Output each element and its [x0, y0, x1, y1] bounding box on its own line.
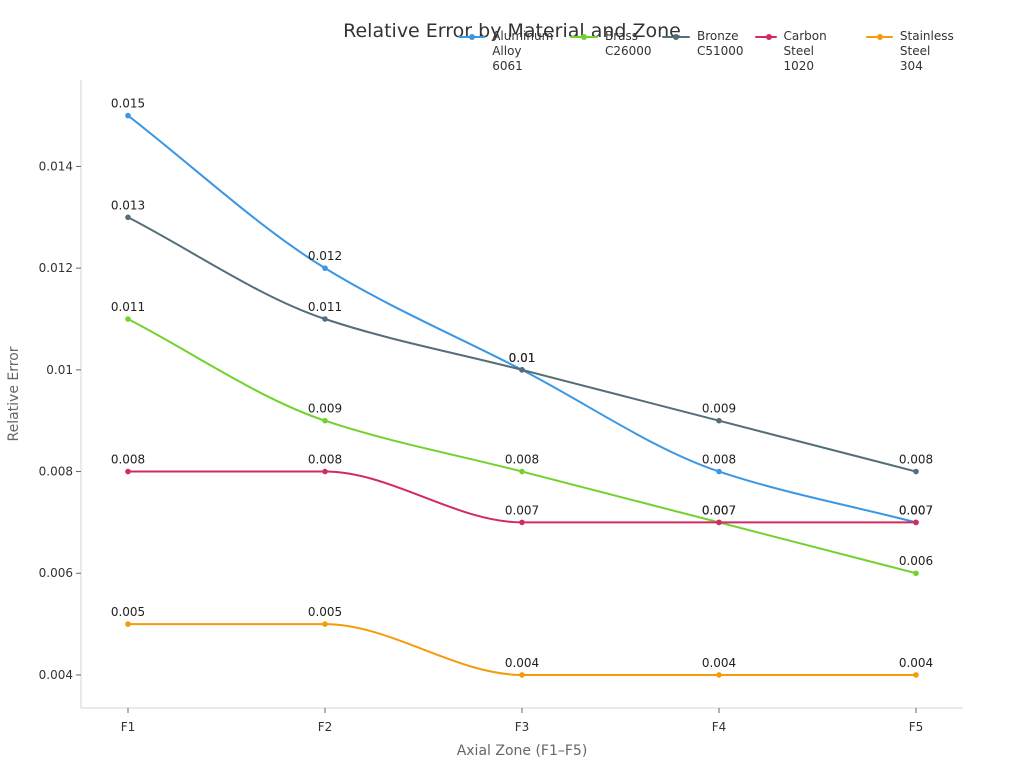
legend-item-bronze-c51000[interactable]: Bronze C51000	[662, 29, 744, 59]
data-point-stainless-steel-304	[716, 672, 722, 678]
series-line-bronze-c51000	[127, 216, 917, 473]
data-label-bronze-c51000: 0.011	[308, 300, 342, 314]
data-label-carbon-steel-1020: 0.007	[899, 503, 933, 517]
y-tick-label: 0.004	[39, 668, 73, 682]
legend-item-brass-c26000[interactable]: Brass C26000	[570, 29, 652, 59]
data-point-carbon-steel-1020	[913, 519, 919, 526]
legend-swatch	[662, 29, 690, 45]
data-label-carbon-steel-1020: 0.008	[308, 453, 342, 467]
data-label-stainless-steel-304: 0.004	[899, 656, 933, 670]
data-point-brass-c26000	[322, 417, 328, 424]
data-label-stainless-steel-304: 0.004	[505, 656, 539, 670]
data-point-carbon-steel-1020	[519, 519, 525, 526]
x-tick-label: F2	[318, 720, 333, 734]
data-point-bronze-c51000	[519, 367, 525, 373]
y-tick-label: 0.01	[46, 363, 73, 377]
data-label-aluminum-alloy-6061: 0.007	[899, 503, 933, 517]
data-label-stainless-steel-304: 0.004	[702, 656, 736, 670]
legend-swatch	[570, 29, 598, 45]
y-tick-label: 0.014	[39, 159, 73, 173]
legend-label: Stainless Steel 304	[899, 29, 954, 73]
data-label-stainless-steel-304: 0.005	[111, 605, 145, 619]
data-label-stainless-steel-304: 0.005	[308, 605, 342, 619]
data-label-brass-c26000: 0.007	[702, 503, 736, 517]
x-tick-label: F1	[121, 720, 136, 734]
legend-label: Aluminum Alloy 6061	[492, 29, 554, 73]
data-point-bronze-c51000	[322, 316, 328, 322]
x-axis-title: Axial Zone (F1–F5)	[457, 743, 588, 759]
legend-label: Brass C26000	[605, 29, 652, 58]
data-label-carbon-steel-1020: 0.008	[111, 453, 145, 467]
data-point-stainless-steel-304	[913, 672, 919, 678]
data-label-bronze-c51000: 0.009	[702, 402, 736, 416]
data-label-brass-c26000: 0.011	[111, 300, 145, 314]
data-point-brass-c26000	[913, 570, 919, 577]
data-point-carbon-steel-1020	[322, 468, 328, 475]
data-label-brass-c26000: 0.008	[505, 453, 539, 467]
legend-item-aluminum-alloy-6061[interactable]: Aluminum Alloy 6061	[458, 29, 554, 74]
y-tick-label: 0.006	[39, 566, 73, 580]
x-tick-label: F5	[909, 720, 924, 734]
data-label-bronze-c51000: 0.008	[899, 453, 933, 467]
y-tick-label: 0.012	[39, 261, 73, 275]
data-label-aluminum-alloy-6061: 0.01	[509, 351, 536, 365]
data-label-brass-c26000: 0.009	[308, 402, 342, 416]
data-point-aluminum-alloy-6061	[322, 265, 328, 271]
data-point-carbon-steel-1020	[125, 468, 131, 475]
data-label-brass-c26000: 0.006	[899, 554, 933, 568]
legend-swatch	[458, 29, 486, 45]
y-tick-label: 0.008	[39, 465, 73, 479]
legend-swatch	[866, 29, 893, 45]
data-point-aluminum-alloy-6061	[125, 112, 131, 119]
data-point-stainless-steel-304	[125, 621, 131, 627]
legend-swatch	[755, 29, 777, 45]
data-point-bronze-c51000	[913, 468, 919, 475]
data-label-carbon-steel-1020: 0.007	[505, 503, 539, 517]
data-point-carbon-steel-1020	[716, 519, 722, 526]
data-point-aluminum-alloy-6061	[716, 468, 722, 475]
legend-item-stainless-steel-304[interactable]: Stainless Steel 304	[866, 29, 955, 74]
data-point-stainless-steel-304	[322, 621, 328, 627]
data-point-brass-c26000	[519, 468, 525, 475]
data-label-aluminum-alloy-6061: 0.015	[111, 97, 145, 111]
data-point-bronze-c51000	[125, 214, 131, 221]
legend-label: Bronze C51000	[697, 29, 744, 58]
x-tick-label: F4	[712, 720, 727, 734]
data-label-aluminum-alloy-6061: 0.012	[308, 249, 342, 263]
x-tick-label: F3	[515, 720, 530, 734]
data-label-carbon-steel-1020: 0.007	[702, 503, 736, 517]
data-label-bronze-c51000: 0.013	[111, 198, 145, 212]
data-point-stainless-steel-304	[519, 672, 525, 678]
legend-item-carbon-steel-1020[interactable]: Carbon Steel 1020	[755, 29, 833, 74]
data-point-bronze-c51000	[716, 417, 722, 424]
y-axis-title: Relative Error	[6, 346, 22, 441]
data-label-aluminum-alloy-6061: 0.008	[702, 453, 736, 467]
legend-label: Carbon Steel 1020	[783, 29, 827, 73]
data-label-bronze-c51000: 0.01	[509, 351, 536, 365]
data-point-brass-c26000	[125, 316, 131, 322]
